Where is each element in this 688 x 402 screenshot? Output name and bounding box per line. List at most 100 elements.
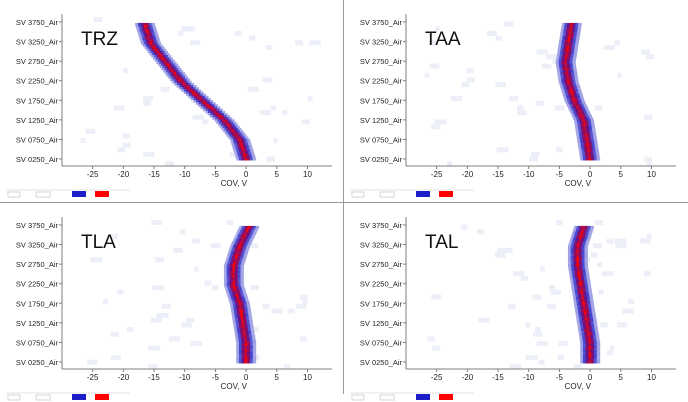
intensity-cell [581,151,586,155]
intensity-cell [254,228,259,231]
intensity-cell [575,104,579,107]
intensity-cell [236,354,240,358]
intensity-cell [219,108,223,112]
intensity-cell [239,236,244,240]
intensity-cell [223,270,228,274]
intensity-cell [578,253,583,257]
intensity-cell [247,360,251,364]
intensity-cell [582,300,586,304]
intensity-cell [588,348,592,351]
background-trace [495,82,506,88]
intensity-cell [596,348,601,351]
intensity-cell [572,275,576,278]
intensity-cell [230,262,234,265]
intensity-cell [231,298,235,302]
intensity-cell [588,288,592,291]
intensity-cell [172,78,177,82]
intensity-cell [581,260,586,263]
intensity-cell [576,234,581,238]
intensity-cell [176,65,180,69]
intensity-cell [223,130,227,133]
intensity-cell [223,123,228,127]
intensity-cell [571,108,576,112]
intensity-cell [252,157,257,161]
intensity-cell [154,33,159,37]
y-tick-label: SV 2750_Air [360,57,403,66]
intensity-cell [593,138,598,142]
intensity-cell [153,44,158,47]
intensity-cell [250,350,254,353]
intensity-cell [154,31,158,35]
background-trace [259,110,271,116]
intensity-cell [576,258,580,261]
intensity-cell [241,260,246,263]
intensity-cell [152,52,156,56]
intensity-cell [577,275,582,278]
intensity-cell [582,225,586,229]
intensity-cell [594,345,598,349]
intensity-cell [177,70,181,73]
intensity-cell [223,275,228,278]
intensity-cell [236,343,240,347]
y-tick-label: SV 1250_Air [16,116,59,125]
intensity-cell [221,110,226,114]
intensity-cell [234,240,239,244]
intensity-cell [243,292,247,295]
intensity-cell [237,247,242,250]
intensity-cell [151,48,156,52]
intensity-cell [568,72,572,75]
intensity-cell [569,273,573,276]
background-trace [152,285,165,291]
intensity-cell [557,72,561,75]
intensity-cell [587,153,592,157]
intensity-cell [572,110,577,114]
intensity-cell [591,309,596,313]
intensity-cell [576,228,580,231]
intensity-cell [241,322,245,325]
intensity-cell [584,151,589,155]
intensity-cell [231,243,235,246]
intensity-cell [590,320,595,323]
intensity-cell [586,328,590,332]
intensity-cell [562,55,566,58]
intensity-cell [232,315,236,319]
intensity-cell [578,127,582,131]
intensity-cell [584,264,588,268]
intensity-cell [591,343,595,347]
y-tick-label: SV 1250_Air [360,116,403,125]
intensity-cell [171,63,176,67]
intensity-cell [582,337,586,340]
intensity-cell [585,324,590,328]
intensity-cell [232,303,237,306]
intensity-cell [241,228,245,231]
intensity-cell [234,270,239,274]
intensity-cell [175,78,179,82]
intensity-cell [240,247,244,250]
intensity-cell [583,115,587,118]
intensity-cell [591,125,596,129]
intensity-cell [575,275,579,278]
background-trace [110,331,119,337]
intensity-cell [580,270,584,274]
intensity-cell [576,285,581,289]
intensity-cell [226,270,231,274]
intensity-cell [242,290,246,293]
intensity-cell [584,132,588,135]
intensity-cell [234,315,239,319]
intensity-cell [241,320,245,323]
intensity-cell [582,341,587,345]
background-trace [597,261,603,267]
intensity-cell [168,65,172,69]
intensity-cell [583,230,588,233]
intensity-cell [581,279,585,283]
intensity-cell [570,255,575,259]
intensity-cell [587,335,591,338]
intensity-cell [572,240,576,244]
intensity-cell [163,59,167,62]
intensity-cell [562,67,566,71]
intensity-cell [589,333,594,336]
intensity-cell [239,149,243,152]
intensity-cell [561,44,565,47]
background-trace [478,317,490,323]
intensity-cell [241,149,246,152]
